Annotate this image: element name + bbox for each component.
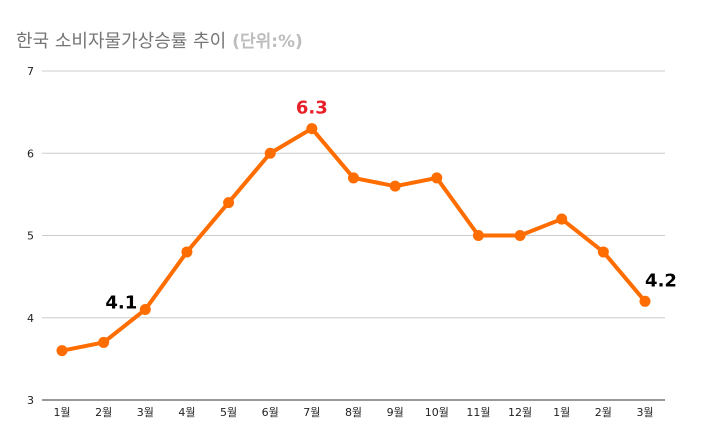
y-tick-label: 3 [27,394,34,407]
data-point [472,230,484,241]
chart-title: 한국 소비자물가상승률 추이 (단위:%) [16,27,303,53]
y-tick-label: 5 [27,230,34,243]
data-point [639,295,651,307]
x-tick-label: 4월 [178,406,195,419]
data-label: 4.2 [645,270,677,291]
data-label: 6.3 [296,98,328,119]
x-tick-label: 2월 [595,406,612,419]
data-point [431,172,443,184]
data-point [139,304,151,316]
data-point [348,172,359,184]
data-point [56,345,68,357]
x-tick-label: 10월 [425,406,449,419]
y-tick-label: 6 [27,147,34,160]
data-point [514,230,526,241]
x-tick-label: 5월 [220,406,237,419]
data-point [556,213,568,225]
chart-title-text: 한국 소비자물가상승률 추이 [16,31,227,52]
data-point [306,123,318,135]
x-tick-label: 1월 [553,406,570,419]
data-label: 4.1 [105,293,137,314]
x-tick-label: 3월 [137,406,154,419]
x-tick-label: 11월 [466,406,490,419]
data-point [223,197,235,209]
x-tick-label: 7월 [303,406,320,419]
x-tick-label: 3월 [636,406,653,419]
x-tick-label: 12월 [508,406,532,419]
x-tick-label: 6월 [262,406,279,419]
data-point [264,147,276,159]
x-tick-label: 8월 [345,406,362,419]
y-tick-label: 4 [27,312,34,325]
x-tick-label: 9월 [387,406,404,419]
data-point [597,246,609,258]
unit-label: (단위:%) [232,32,303,52]
data-point [98,336,110,348]
y-tick-label: 7 [27,65,34,78]
x-tick-label: 2월 [95,406,112,419]
data-point [181,246,193,258]
data-point [389,180,401,192]
x-tick-label: 1월 [53,406,70,419]
